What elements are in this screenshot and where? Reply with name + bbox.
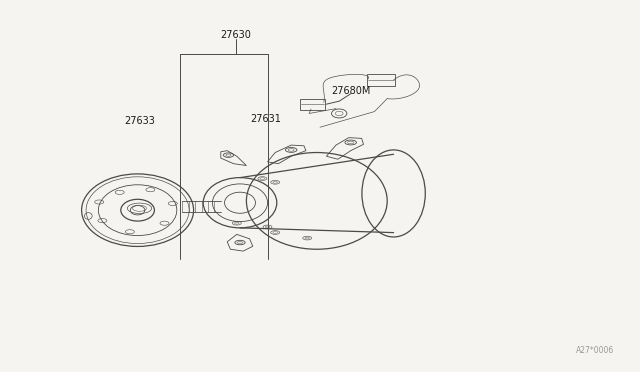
Text: 27630: 27630 (220, 31, 251, 40)
Text: 27631: 27631 (250, 114, 281, 124)
Text: A27*0006: A27*0006 (576, 346, 614, 355)
Text: 27680M: 27680M (331, 86, 371, 96)
Text: 27633: 27633 (124, 116, 155, 126)
